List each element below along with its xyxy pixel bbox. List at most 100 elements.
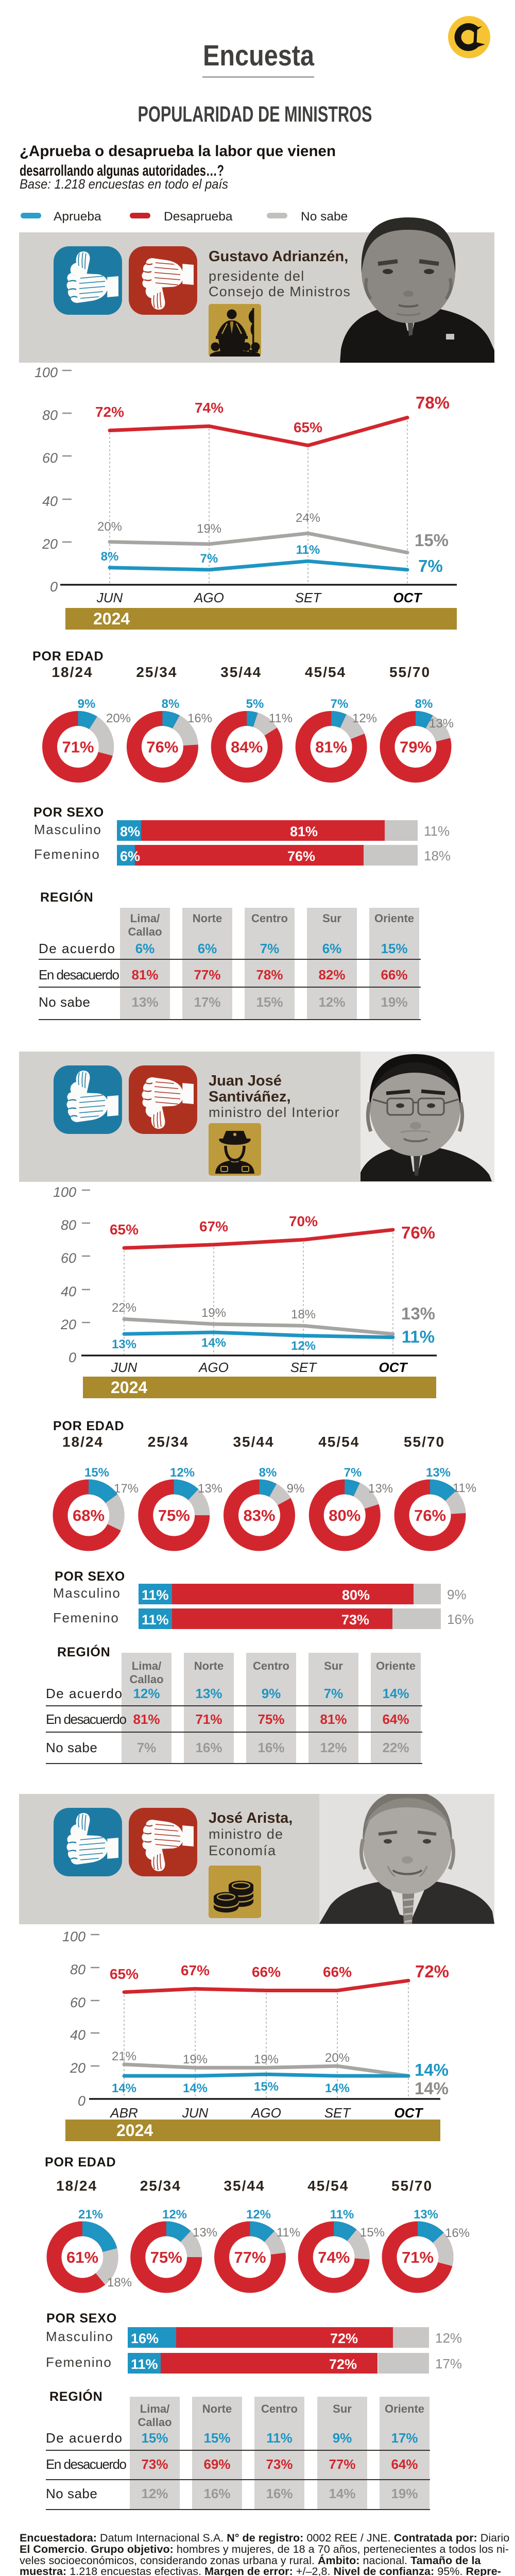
svg-text:8%: 8% (162, 697, 180, 711)
svg-text:25/34: 25/34 (136, 664, 177, 680)
svg-text:Gustavo Adrianzén,: Gustavo Adrianzén, (209, 248, 348, 265)
svg-text:20: 20 (60, 1317, 76, 1332)
svg-text:70%: 70% (289, 1213, 318, 1229)
svg-text:11%: 11% (269, 711, 293, 725)
svg-text:22%: 22% (112, 1301, 136, 1315)
svg-text:13%: 13% (112, 1337, 136, 1351)
svg-text:5%: 5% (246, 697, 264, 711)
svg-text:Santiváñez,: Santiváñez, (209, 1089, 291, 1105)
svg-text:8%: 8% (120, 824, 140, 839)
svg-text:20: 20 (42, 536, 58, 552)
svg-text:8%: 8% (415, 697, 433, 711)
svg-text:19%: 19% (197, 522, 221, 536)
svg-text:35/44: 35/44 (224, 2178, 265, 2194)
svg-text:19%: 19% (183, 2053, 208, 2066)
svg-text:OCT: OCT (394, 2105, 424, 2121)
svg-text:ministro del Interior: ministro del Interior (209, 1105, 340, 1120)
svg-text:71%: 71% (402, 2248, 434, 2266)
svg-text:POR SEXO: POR SEXO (46, 2311, 117, 2326)
svg-text:81%: 81% (290, 824, 318, 839)
svg-text:SET: SET (295, 590, 322, 605)
svg-text:14%: 14% (183, 2081, 208, 2095)
svg-text:7%: 7% (200, 552, 218, 566)
svg-text:OCT: OCT (379, 1360, 408, 1375)
svg-text:76%: 76% (287, 849, 315, 864)
svg-text:68%: 68% (73, 1506, 105, 1524)
svg-text:72%: 72% (329, 2357, 357, 2372)
svg-text:POR SEXO: POR SEXO (55, 1569, 125, 1584)
svg-text:12%: 12% (246, 2208, 271, 2222)
svg-text:71%: 71% (62, 738, 94, 756)
svg-text:POR EDAD: POR EDAD (53, 1419, 124, 1433)
svg-text:POR EDAD: POR EDAD (32, 649, 104, 664)
svg-text:15%: 15% (254, 2080, 279, 2094)
svg-text:14%: 14% (201, 1336, 226, 1350)
svg-text:11%: 11% (424, 823, 450, 839)
svg-text:21%: 21% (78, 2208, 103, 2222)
svg-text:35/44: 35/44 (233, 1434, 274, 1450)
svg-text:Desaprueba: Desaprueba (164, 210, 233, 224)
svg-text:18/24: 18/24 (56, 2178, 97, 2194)
svg-text:65%: 65% (110, 1966, 139, 1982)
svg-text:45/54: 45/54 (307, 2178, 349, 2194)
svg-text:61%: 61% (66, 2248, 98, 2266)
svg-text:18%: 18% (107, 2276, 132, 2290)
svg-text:21%: 21% (112, 2049, 136, 2063)
svg-text:12%: 12% (170, 1466, 195, 1480)
svg-text:15%: 15% (360, 2226, 385, 2240)
svg-text:35/44: 35/44 (220, 664, 262, 680)
svg-text:11%: 11% (131, 2357, 158, 2372)
svg-text:desarrollando algunas autorida: desarrollando algunas autoridades…? (20, 162, 224, 179)
svg-text:12%: 12% (291, 1339, 316, 1353)
svg-text:Masculino: Masculino (34, 822, 101, 837)
svg-text:78%: 78% (416, 393, 450, 412)
svg-text:66%: 66% (323, 1964, 352, 1980)
svg-text:60: 60 (42, 450, 58, 466)
svg-text:Masculino: Masculino (53, 1585, 121, 1601)
svg-text:2024: 2024 (93, 609, 130, 628)
svg-text:Masculino: Masculino (46, 2329, 113, 2344)
svg-text:80: 80 (61, 1217, 76, 1233)
svg-text:13%: 13% (429, 717, 454, 731)
svg-text:9%: 9% (447, 1587, 467, 1602)
svg-text:Juan José: Juan José (209, 1073, 282, 1089)
svg-text:100: 100 (62, 1929, 85, 1944)
svg-text:72%: 72% (415, 1962, 449, 1981)
svg-text:45/54: 45/54 (318, 1434, 359, 1450)
svg-text:80%: 80% (342, 1587, 370, 1603)
svg-text:SET: SET (290, 1360, 318, 1375)
svg-text:13%: 13% (426, 1466, 451, 1480)
svg-text:40: 40 (61, 1284, 76, 1299)
svg-text:18%: 18% (424, 848, 451, 863)
svg-text:19%: 19% (201, 1306, 226, 1320)
svg-text:24%: 24% (296, 511, 320, 525)
svg-text:67%: 67% (181, 1962, 210, 1978)
svg-text:17%: 17% (435, 2356, 462, 2371)
svg-text:8%: 8% (259, 1466, 277, 1480)
svg-text:13%: 13% (368, 1482, 393, 1496)
svg-text:Femenino: Femenino (46, 2354, 112, 2370)
svg-text:76%: 76% (146, 738, 178, 756)
svg-text:0: 0 (50, 579, 58, 595)
svg-text:6%: 6% (120, 849, 140, 864)
svg-text:18/24: 18/24 (52, 664, 93, 680)
svg-text:74%: 74% (318, 2248, 350, 2266)
svg-text:11%: 11% (277, 2226, 300, 2240)
svg-text:19%: 19% (254, 2053, 279, 2066)
svg-text:55/70: 55/70 (404, 1434, 445, 1450)
svg-text:Aprueba: Aprueba (54, 210, 101, 224)
svg-text:13%: 13% (198, 1482, 222, 1496)
svg-text:12%: 12% (435, 2330, 462, 2346)
svg-text:75%: 75% (150, 2248, 182, 2266)
svg-text:11%: 11% (330, 2208, 354, 2222)
svg-text:80: 80 (70, 1962, 85, 1977)
svg-text:84%: 84% (231, 738, 263, 756)
svg-text:José Arista,: José Arista, (209, 1810, 293, 1826)
svg-text:83%: 83% (243, 1506, 275, 1524)
svg-text:20%: 20% (325, 2051, 350, 2065)
svg-text:40: 40 (70, 2027, 85, 2043)
svg-text:18%: 18% (291, 1308, 316, 1321)
svg-text:11%: 11% (296, 543, 320, 557)
svg-text:8%: 8% (101, 550, 119, 564)
svg-text:11%: 11% (142, 1587, 169, 1603)
